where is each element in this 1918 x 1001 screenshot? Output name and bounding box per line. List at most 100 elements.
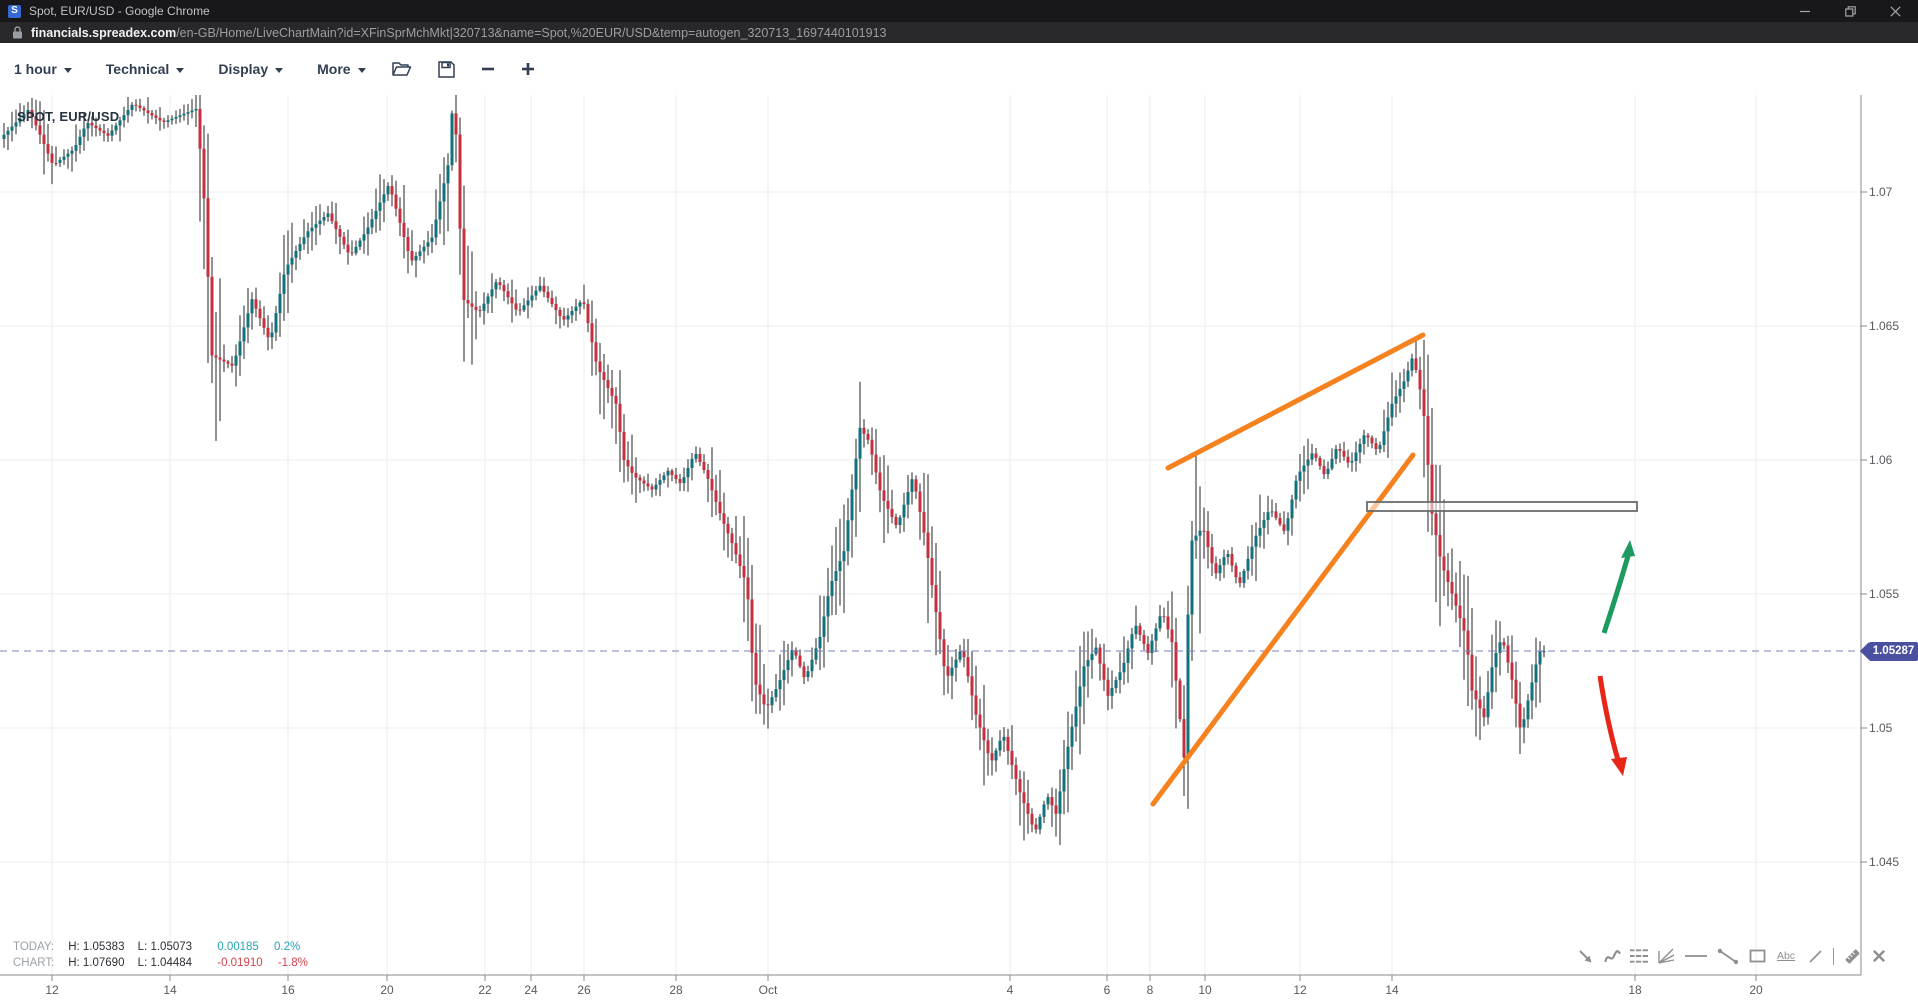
candle-body [1082,666,1086,687]
candle-body [566,315,570,320]
window-title: Spot, EUR/USD - Google Chrome [29,4,210,18]
candle-body [914,479,918,492]
candle-body [674,474,678,479]
timeframe-menu[interactable]: 1 hour [14,61,72,77]
candle-body [94,125,98,129]
candle-body [1134,625,1138,635]
candle-body [1214,563,1218,574]
candle-body [1510,662,1514,680]
candle-body [50,153,54,163]
candle-body [326,213,330,218]
chart-label: CHART: [13,957,55,969]
candle-body [114,125,118,131]
candle-body [334,221,338,230]
candle-body [938,612,942,640]
chevron-down-icon [176,67,185,73]
close-button[interactable] [1873,0,1918,22]
candle-body [1522,719,1526,728]
candle-body [186,112,190,114]
candle-body [730,533,734,544]
trend-line-tool-icon[interactable] [1717,946,1739,966]
url-bar[interactable]: financials.spreadex.com/en-GB/Home/LiveC… [0,22,1918,44]
candle-body [1234,565,1238,578]
x-axis-label: 14 [1385,983,1399,997]
red-down-arrow-head [1611,757,1627,776]
zoom-out-icon[interactable] [481,62,495,76]
candle-body [1498,642,1502,653]
restore-button[interactable] [1828,0,1873,22]
curve-tool-icon[interactable] [1603,946,1621,966]
candle-body [1226,554,1230,558]
price-chart[interactable]: SPOT, EUR/USD 1.07 1.065 1.06 1.055 1.05 1.04… [0,95,1918,1001]
fan-lines-icon[interactable] [1657,946,1675,966]
candlestick-chart-canvas[interactable] [0,95,1918,1001]
candle-body [1470,654,1474,691]
candle-body [1454,593,1458,606]
more-menu[interactable]: More [317,61,366,77]
candle-body [954,659,958,668]
delete-drawings-icon[interactable] [1870,946,1888,966]
candle-body [214,355,218,358]
diagonal-line-tool-icon[interactable] [1806,946,1824,966]
save-icon[interactable] [437,60,455,78]
candle-body [1534,664,1538,683]
candle-body [354,246,358,254]
rectangle-tool-icon[interactable] [1748,946,1766,966]
candle-body [1018,779,1022,793]
candle-body [562,316,566,320]
candle-body [1418,369,1422,390]
candle-body [774,689,778,698]
candle-body [1298,471,1302,481]
candle-body [1314,453,1318,458]
candle-body [1326,468,1330,475]
candle-body [926,532,930,559]
candle-body [794,650,798,656]
fib-grid-icon[interactable] [1630,946,1648,966]
candle-body [206,198,210,277]
candle-body [350,252,354,254]
zoom-in-icon[interactable] [521,62,535,76]
candle-body [1062,769,1066,792]
candle-body [1350,461,1354,463]
candle-body [514,303,518,310]
candle-body [146,110,150,113]
candle-body [550,297,554,304]
minimize-button[interactable] [1783,0,1828,22]
display-menu[interactable]: Display [218,61,284,77]
chevron-down-icon [357,67,366,73]
candle-body [374,210,378,220]
candle-body [14,122,18,127]
candle-body [142,107,146,111]
pointer-arrow-icon[interactable] [1576,946,1594,966]
candle-body [1242,570,1246,583]
candle-body [462,228,466,301]
candle-body [266,327,270,338]
candle-body [1002,736,1006,741]
candle-body [194,108,198,111]
candle-body [54,162,58,164]
horizontal-line-tool-icon[interactable] [1684,946,1708,966]
technical-menu[interactable]: Technical [106,61,185,77]
candle-body [1174,642,1178,681]
candle-body [898,517,902,525]
candle-body [298,244,302,251]
candle-body [958,651,962,660]
today-label: TODAY: [13,941,55,953]
open-folder-icon[interactable] [391,61,412,77]
candle-body [454,113,458,135]
symbol-label: SPOT, EUR/USD [17,109,120,124]
text-tool-icon[interactable]: Abc [1775,946,1797,966]
candle-body [1098,647,1102,664]
ruler-tool-icon[interactable] [1843,946,1861,966]
x-axis-label: 24 [524,983,538,997]
candle-body [1506,645,1510,663]
candle-body [746,577,750,600]
candle-body [890,508,894,517]
candle-body [1358,443,1362,453]
page-url[interactable]: financials.spreadex.com/en-GB/Home/LiveC… [31,26,887,40]
candle-body [1138,625,1142,635]
candle-body [198,108,202,149]
candle-body [1050,797,1054,806]
candle-body [466,300,470,304]
candle-body [698,453,702,463]
